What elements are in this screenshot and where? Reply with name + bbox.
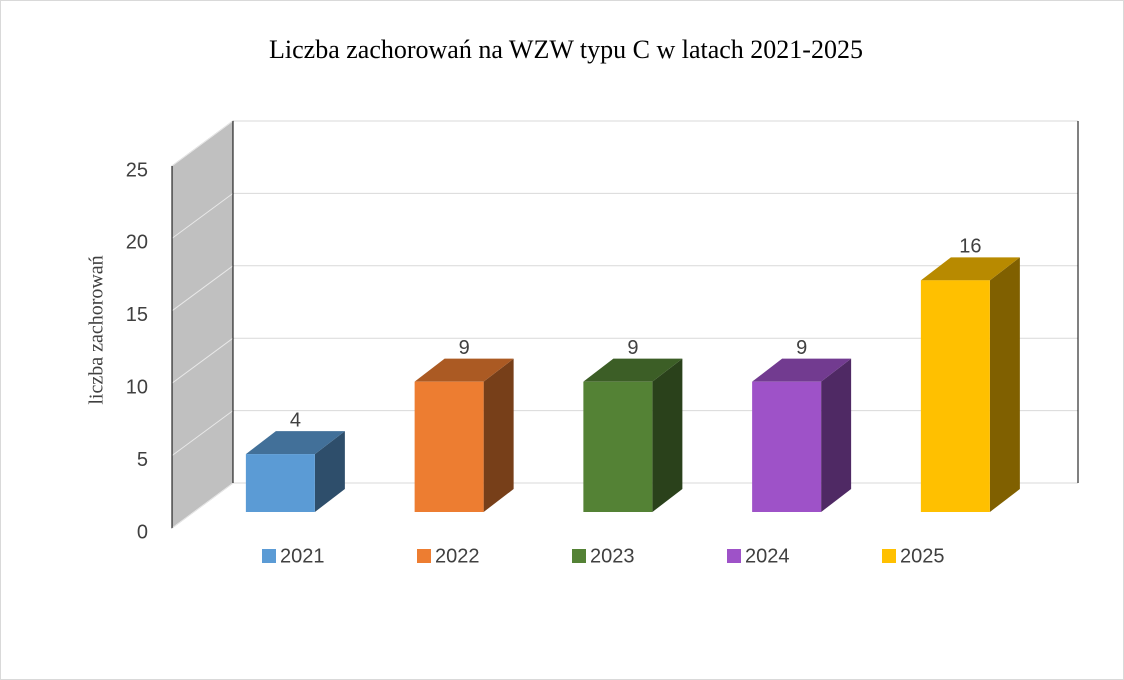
legend-swatch — [262, 549, 276, 563]
chart-title: Liczba zachorowań na WZW typu C w latach… — [269, 35, 863, 64]
bar-top — [583, 358, 683, 382]
bar-side — [989, 257, 1020, 512]
y-tick-label: 0 — [137, 521, 148, 543]
side-grid-line — [171, 265, 234, 312]
side-grid-line — [171, 192, 234, 239]
side-grid-line — [171, 482, 234, 529]
y-tick-label: 20 — [126, 232, 148, 254]
legend-swatch — [417, 549, 431, 563]
data-label: 4 — [290, 409, 301, 431]
bar-top — [752, 358, 852, 382]
legend-label: 2024 — [745, 545, 790, 567]
y-tick-label: 15 — [126, 304, 148, 326]
y-tick-label: 25 — [126, 159, 148, 181]
bar-side — [821, 358, 852, 512]
bar-side — [314, 431, 345, 512]
legend-label: 2022 — [435, 545, 480, 567]
y-axis-label: liczba zachorowań — [86, 255, 108, 404]
bar — [414, 381, 484, 512]
legend-label: 2021 — [280, 545, 325, 567]
bar — [583, 381, 653, 512]
data-label: 9 — [796, 337, 807, 359]
bar-side — [483, 358, 514, 512]
bar-top — [920, 257, 1020, 281]
side-grid-line — [171, 120, 234, 167]
legend-swatch — [882, 549, 896, 563]
bar — [920, 280, 990, 512]
data-label: 16 — [959, 236, 981, 258]
side-grid-line — [171, 410, 234, 457]
data-label: 9 — [459, 337, 470, 359]
bar — [752, 381, 822, 512]
bar — [245, 454, 315, 512]
legend-swatch — [727, 549, 741, 563]
bar-top — [245, 431, 345, 455]
side-grid-line — [171, 337, 234, 384]
legend-label: 2023 — [590, 545, 635, 567]
y-tick-label: 5 — [137, 449, 148, 471]
data-label: 9 — [627, 337, 638, 359]
y-tick-label: 10 — [126, 376, 148, 398]
legend-swatch — [572, 549, 586, 563]
bar-side — [652, 358, 683, 512]
legend-label: 2025 — [900, 545, 945, 567]
side-wall — [171, 120, 234, 529]
bar-top — [414, 358, 514, 382]
